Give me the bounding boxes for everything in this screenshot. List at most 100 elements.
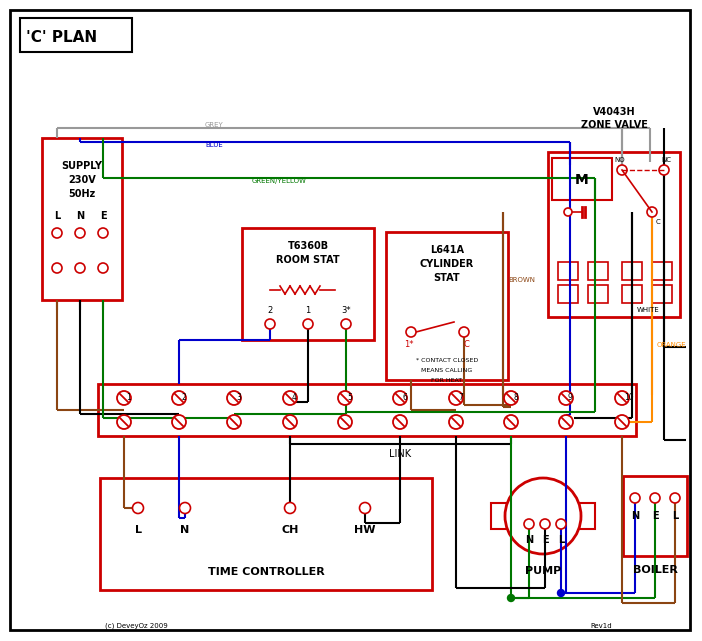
Circle shape	[283, 415, 297, 429]
Circle shape	[508, 594, 515, 601]
Circle shape	[117, 415, 131, 429]
Bar	[622, 262, 642, 280]
Circle shape	[265, 319, 275, 329]
Circle shape	[617, 165, 627, 175]
Text: T6360B: T6360B	[287, 241, 329, 251]
Bar	[623, 476, 687, 556]
Text: PUMP: PUMP	[525, 566, 561, 576]
Bar	[242, 228, 374, 340]
Bar	[98, 384, 636, 436]
Circle shape	[98, 263, 108, 273]
Circle shape	[75, 263, 85, 273]
Circle shape	[524, 519, 534, 529]
Circle shape	[338, 391, 352, 405]
Text: 3*: 3*	[341, 306, 351, 315]
Circle shape	[172, 415, 186, 429]
Text: BLUE: BLUE	[205, 142, 223, 148]
Text: C: C	[463, 340, 469, 349]
Circle shape	[117, 391, 131, 405]
Text: 1*: 1*	[404, 340, 413, 349]
Circle shape	[52, 263, 62, 273]
Text: L: L	[54, 211, 60, 221]
Bar	[491, 503, 507, 529]
Circle shape	[556, 519, 566, 529]
Text: BROWN: BROWN	[508, 277, 535, 283]
Circle shape	[393, 415, 407, 429]
Bar	[552, 158, 612, 200]
Bar	[588, 262, 608, 280]
Text: 3: 3	[236, 392, 241, 401]
Circle shape	[393, 391, 407, 405]
Text: E: E	[542, 535, 548, 545]
Circle shape	[180, 503, 190, 513]
Circle shape	[504, 415, 518, 429]
Circle shape	[615, 415, 629, 429]
Circle shape	[359, 503, 371, 513]
Text: 8: 8	[513, 392, 518, 401]
Text: BOILER: BOILER	[633, 565, 677, 575]
Text: 10: 10	[624, 392, 634, 401]
Bar	[42, 138, 122, 300]
Circle shape	[564, 208, 572, 216]
Text: L641A: L641A	[430, 245, 464, 255]
Bar	[579, 503, 595, 529]
Circle shape	[559, 391, 573, 405]
Circle shape	[133, 503, 143, 513]
Text: STAT: STAT	[434, 273, 461, 283]
Circle shape	[615, 391, 629, 405]
Circle shape	[227, 415, 241, 429]
Text: L: L	[672, 511, 678, 521]
Text: CH: CH	[282, 525, 298, 535]
Circle shape	[650, 493, 660, 503]
Text: WHITE: WHITE	[637, 307, 660, 313]
Text: TIME CONTROLLER: TIME CONTROLLER	[208, 567, 324, 577]
Text: E: E	[651, 511, 658, 521]
Text: GREEN/YELLOW: GREEN/YELLOW	[252, 178, 307, 184]
Circle shape	[52, 228, 62, 238]
Bar	[100, 478, 432, 590]
Text: 9: 9	[568, 392, 573, 401]
Text: 230V: 230V	[68, 175, 96, 185]
Text: L: L	[135, 525, 142, 535]
Text: NO: NO	[615, 157, 625, 163]
Circle shape	[659, 165, 669, 175]
Circle shape	[172, 391, 186, 405]
Circle shape	[98, 228, 108, 238]
Text: ZONE VALVE: ZONE VALVE	[581, 120, 647, 130]
Text: MEANS CALLING: MEANS CALLING	[421, 367, 472, 372]
Bar	[588, 285, 608, 303]
Text: ORANGE: ORANGE	[657, 342, 687, 348]
Text: GREY: GREY	[205, 122, 224, 128]
Text: 2: 2	[181, 392, 186, 401]
Text: E: E	[100, 211, 106, 221]
Circle shape	[341, 319, 351, 329]
Circle shape	[338, 415, 352, 429]
Text: ROOM STAT: ROOM STAT	[276, 255, 340, 265]
Circle shape	[670, 493, 680, 503]
Text: HW: HW	[355, 525, 376, 535]
Text: Rev1d: Rev1d	[590, 623, 611, 629]
Circle shape	[540, 519, 550, 529]
Bar	[622, 285, 642, 303]
Text: NC: NC	[661, 157, 671, 163]
Bar	[548, 152, 680, 317]
Text: M: M	[575, 173, 589, 187]
Text: SUPPLY: SUPPLY	[62, 161, 102, 171]
Bar	[652, 262, 672, 280]
Text: 4: 4	[292, 392, 297, 401]
Text: 'C' PLAN: 'C' PLAN	[26, 29, 97, 44]
Text: 6: 6	[402, 392, 407, 401]
Text: V4043H: V4043H	[592, 107, 635, 117]
Text: * CONTACT CLOSED: * CONTACT CLOSED	[416, 358, 478, 363]
Text: C: C	[656, 219, 661, 225]
Circle shape	[283, 391, 297, 405]
Text: N: N	[525, 535, 533, 545]
Text: LINK: LINK	[389, 449, 411, 459]
Circle shape	[559, 415, 573, 429]
Text: 1: 1	[126, 392, 131, 401]
Text: 7: 7	[458, 392, 463, 401]
Text: FOR HEAT: FOR HEAT	[432, 378, 463, 383]
Text: N: N	[631, 511, 639, 521]
Text: N: N	[76, 211, 84, 221]
Circle shape	[284, 503, 296, 513]
